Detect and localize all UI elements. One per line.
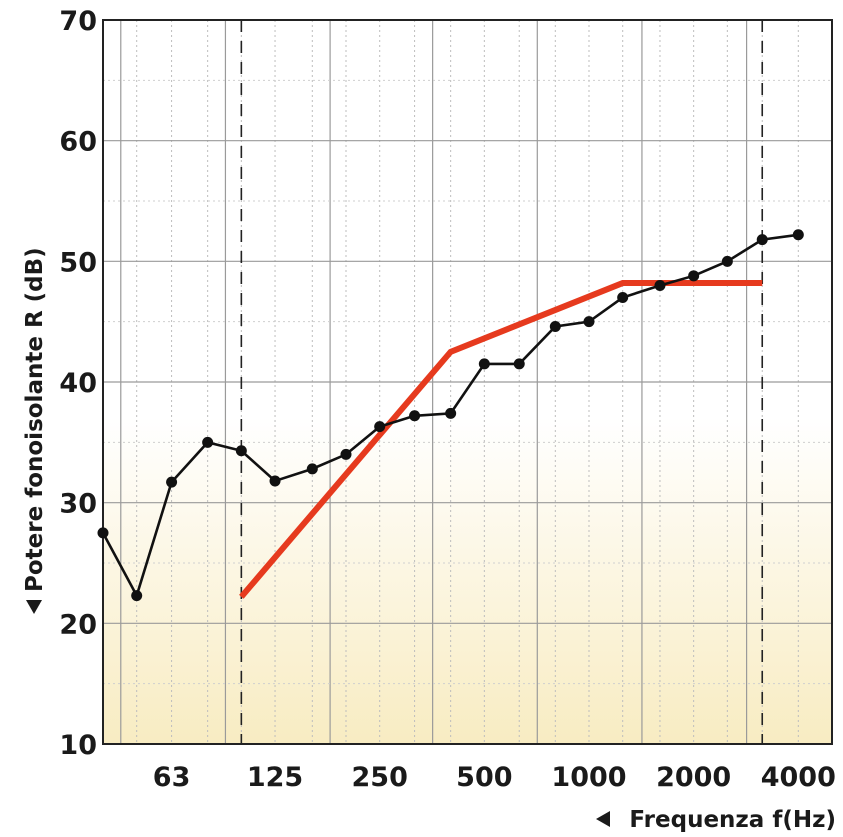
series — [97, 229, 804, 602]
reference-curve-line — [239, 280, 763, 599]
measured-data-point — [97, 527, 109, 539]
x-tick-label: 125 — [247, 762, 303, 793]
x-tick-label: 63 — [153, 762, 191, 793]
y-tick-label: 40 — [59, 368, 97, 399]
y-tick-label: 10 — [59, 730, 97, 761]
y-tick-label: 20 — [59, 609, 97, 640]
measured-data-point — [374, 421, 386, 433]
reference-band-limits — [240, 20, 764, 744]
measured-data-point — [131, 590, 143, 602]
y-tick-label: 70 — [59, 6, 97, 37]
x-tick-label: 4000 — [761, 762, 836, 793]
measured-data-point — [688, 270, 700, 282]
measured-data-point — [166, 476, 178, 488]
plot-frame — [102, 19, 833, 745]
y-tick-label: 60 — [59, 127, 97, 158]
y-axis-title-group: Potere fonoisolante R (dB) — [22, 247, 48, 614]
x-axis-title-group: Frequenza f(Hz) — [596, 807, 836, 833]
x-tick-label: 1000 — [551, 762, 626, 793]
y-axis-title: Potere fonoisolante R (dB) — [22, 247, 48, 592]
measured-data-point — [235, 445, 247, 457]
measured-data-point — [202, 436, 214, 448]
measured-data-point — [583, 316, 595, 328]
y-axis-arrow-icon — [26, 600, 42, 614]
x-axis-title: Frequenza f(Hz) — [629, 807, 836, 833]
grid — [103, 19, 832, 745]
measured-data-point — [409, 410, 421, 422]
measured-data-point — [306, 463, 318, 475]
measured-data-point — [721, 255, 733, 267]
measured-data-point — [617, 292, 629, 304]
measured-data-point — [654, 279, 666, 291]
x-axis-arrow-icon — [596, 811, 610, 827]
y-tick-labels: 10 20 30 40 50 60 70 — [59, 6, 97, 761]
x-tick-label: 2000 — [656, 762, 731, 793]
measured-data-point — [513, 358, 525, 370]
x-tick-label: 500 — [456, 762, 512, 793]
measured-data-point — [269, 475, 281, 487]
measured-data-point — [792, 229, 804, 241]
x-tick-label: 250 — [352, 762, 408, 793]
y-tick-label: 50 — [59, 247, 97, 278]
measured-data-point — [340, 448, 352, 460]
measured-data-point — [756, 234, 768, 246]
measured-data-point — [549, 320, 561, 332]
measured-data-point — [445, 407, 457, 419]
x-tick-labels: 63 125 250 500 1000 2000 4000 — [153, 762, 836, 793]
measured-data-point — [478, 358, 490, 370]
y-tick-label: 30 — [59, 489, 97, 520]
